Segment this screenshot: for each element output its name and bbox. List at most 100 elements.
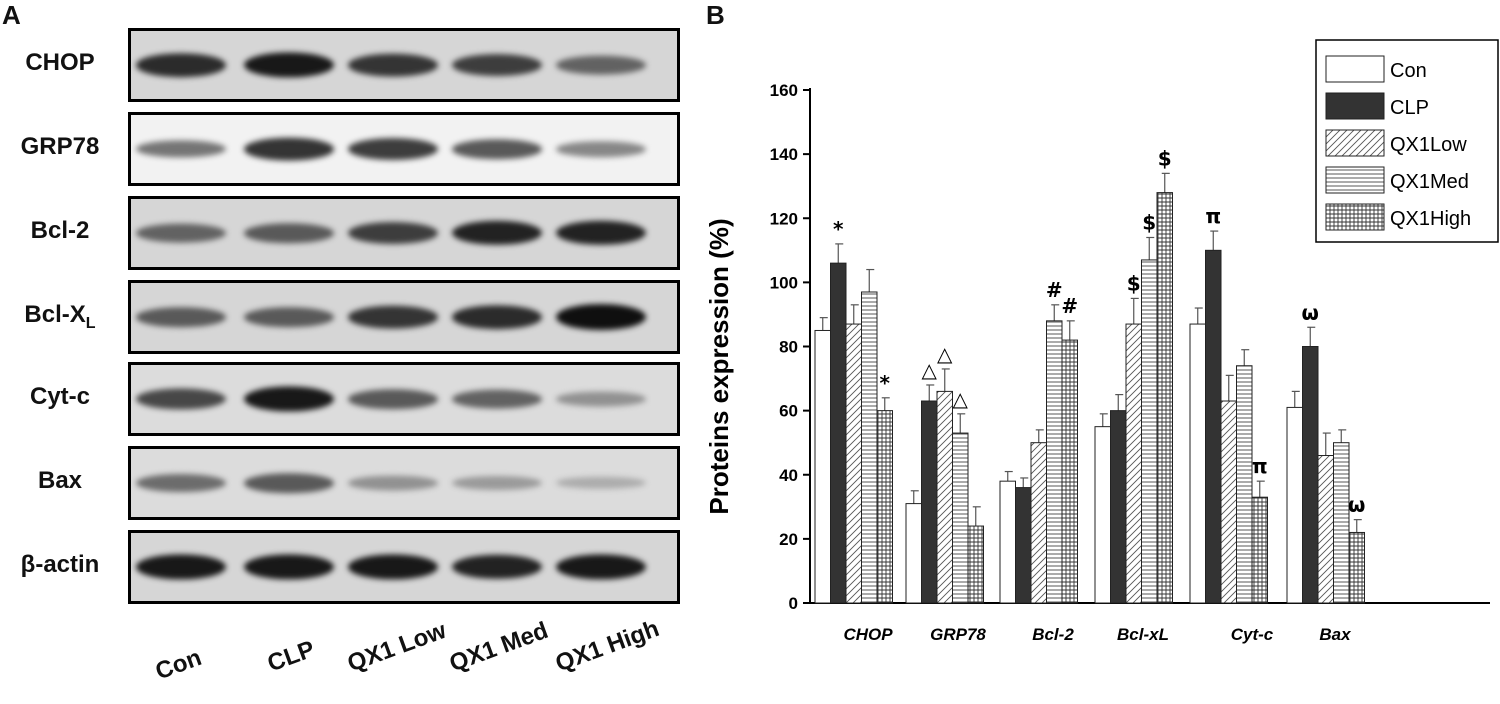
protein-band [556, 554, 646, 580]
protein-band [452, 389, 542, 409]
protein-band [348, 554, 438, 580]
bar-con-bcl-xl [1094, 426, 1111, 604]
significance-marker: # [1061, 294, 1078, 318]
bar-qx1low-bax [1317, 455, 1334, 604]
significance-marker: $ [1127, 271, 1141, 295]
blot-strip [128, 28, 680, 102]
y-tick-label: 40 [779, 466, 798, 485]
significance-marker: ω [1302, 300, 1319, 324]
bar-qx1high-chop [876, 410, 893, 604]
blot-row-label: Bax [37, 467, 83, 494]
legend-swatch [1325, 129, 1385, 157]
protein-band [556, 391, 646, 407]
bar-con-bax [1286, 406, 1303, 604]
significance-marker: * [880, 371, 891, 395]
legend-label: Con [1390, 60, 1427, 82]
bar-qx1med-chop [861, 291, 878, 604]
bar-clp-grp78 [921, 400, 938, 604]
legend-swatch [1325, 166, 1385, 194]
y-tick-label: 20 [779, 530, 798, 549]
protein-band [556, 55, 646, 75]
blot-row-label: β-actin [20, 551, 100, 578]
protein-band [348, 53, 438, 77]
x-category-label: Bcl-xL [1117, 625, 1169, 644]
protein-band [348, 305, 438, 329]
blot-row-label: Cyt-c [29, 383, 90, 410]
bar-qx1high-bcl-2 [1061, 339, 1078, 604]
bar-qx1med-bax [1333, 442, 1350, 604]
bar-con-chop [814, 329, 831, 604]
blot-strip [128, 362, 680, 436]
bar-qx1low-bcl-2 [1030, 442, 1047, 604]
bar-chart: 0 20 40 60 80 100 120 140 160 Proteins expression… [704, 39, 1499, 644]
bar-clp-bax [1302, 346, 1319, 604]
lane-label: QX1 Med [446, 616, 552, 678]
significance-marker: $ [1142, 210, 1156, 234]
y-axis-title: Proteins expression (%) [704, 218, 734, 514]
blot-strip [128, 112, 680, 186]
protein-band [556, 476, 646, 490]
protein-band [244, 223, 334, 243]
blot-row-label: GRP78 [20, 133, 100, 160]
bar-qx1high-cyt-c [1251, 496, 1268, 604]
bar-qx1med-bcl-xl [1141, 259, 1158, 604]
protein-band [452, 54, 542, 76]
protein-band [136, 307, 226, 327]
x-category-label: GRP78 [930, 625, 986, 644]
bar-qx1med-cyt-c [1236, 365, 1253, 604]
lane-label: Con [152, 644, 206, 686]
legend-swatch [1325, 92, 1385, 120]
protein-band [556, 141, 646, 157]
protein-band [556, 304, 646, 330]
y-tick-label: 140 [770, 145, 798, 164]
protein-band [244, 52, 334, 78]
blot-row-label: Bcl-XL [24, 301, 96, 332]
protein-band [452, 476, 542, 490]
legend-swatch [1325, 55, 1385, 83]
significance-marker: △ [953, 387, 969, 411]
significance-marker: * [833, 217, 844, 241]
protein-band [452, 220, 542, 246]
protein-band [136, 474, 226, 492]
x-category-label: Bcl-2 [1032, 625, 1074, 644]
bar-qx1low-cyt-c [1220, 400, 1237, 604]
lane-label: CLP [264, 635, 319, 678]
legend-label: QX1Med [1390, 171, 1469, 193]
bar-clp-cyt-c [1205, 249, 1222, 604]
x-category-label: Cyt-c [1231, 625, 1274, 644]
lane-label: QX1 High [552, 615, 663, 678]
protein-band [452, 554, 542, 580]
protein-band [556, 220, 646, 246]
bar-con-grp78 [905, 503, 922, 604]
protein-band [348, 222, 438, 244]
x-category-label: CHOP [843, 625, 893, 644]
bar-qx1high-bax [1348, 531, 1365, 604]
significance-marker: π [1205, 204, 1221, 228]
bar-qx1low-grp78 [936, 390, 953, 604]
y-tick-label: 60 [779, 402, 798, 421]
significance-marker: △ [922, 358, 938, 382]
protein-band [136, 140, 226, 158]
y-tick-label: 0 [789, 594, 798, 613]
protein-band [244, 473, 334, 493]
panel-a-label: A [2, 0, 21, 30]
significance-marker: π [1252, 454, 1268, 478]
x-category-label: Bax [1319, 625, 1352, 644]
bar-qx1low-bcl-xl [1125, 323, 1142, 604]
y-tick-label: 120 [770, 209, 798, 228]
bar-clp-bcl-xl [1110, 410, 1127, 604]
panel-b-label: B [706, 0, 725, 30]
y-tick-label: 80 [779, 338, 798, 357]
bar-con-cyt-c [1189, 323, 1206, 604]
protein-band [244, 554, 334, 580]
bar-clp-bcl-2 [1015, 487, 1032, 604]
protein-band [244, 386, 334, 412]
y-tick-label: 100 [770, 273, 798, 292]
legend-swatch [1325, 203, 1385, 231]
bar-con-bcl-2 [999, 480, 1016, 604]
protein-band [452, 139, 542, 159]
legend-label: QX1High [1390, 208, 1471, 230]
protein-band [136, 223, 226, 243]
legend-label: CLP [1390, 97, 1429, 119]
blot-strip [128, 280, 680, 354]
